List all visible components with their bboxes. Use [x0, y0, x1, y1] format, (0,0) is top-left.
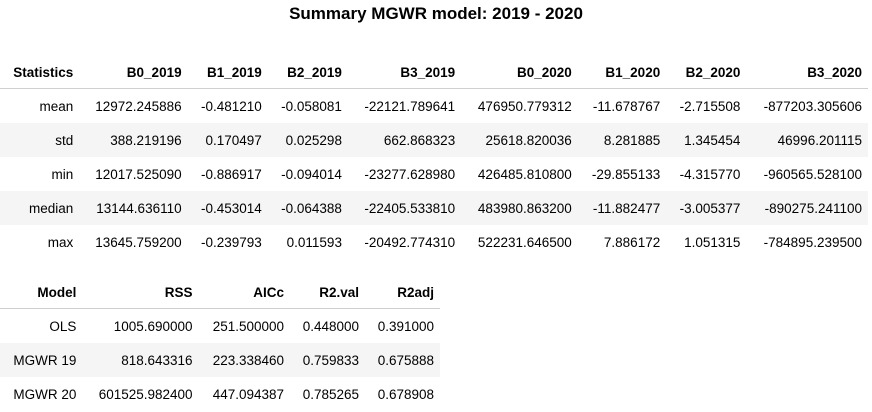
page-title: Summary MGWR model: 2019 - 2020	[289, 4, 583, 23]
table-cell: 662.868323	[347, 123, 462, 157]
column-header: AICc	[198, 276, 291, 309]
table-cell: 13144.636110	[79, 191, 188, 225]
table-row: mean 12972.245886 -0.481210 -0.058081 -2…	[0, 88, 868, 123]
column-header: R2adj	[365, 276, 440, 309]
table-cell: 0.759833	[290, 343, 365, 377]
table-cell: 0.170497	[187, 123, 268, 157]
table-cell: 223.338460	[198, 343, 291, 377]
table-cell: 601525.982400	[82, 377, 199, 411]
column-header: B0_2019	[79, 56, 188, 89]
table-cell: 12017.525090	[79, 157, 188, 191]
table-cell: -0.094014	[267, 157, 348, 191]
table-cell: 7.886172	[577, 225, 667, 259]
row-label: std	[0, 123, 80, 157]
table-cell: 0.025298	[267, 123, 348, 157]
table-cell: -960565.528100	[746, 157, 868, 191]
model-comparison-table: Model RSS AICc R2.val R2adj OLS 1005.690…	[0, 276, 440, 411]
column-header: RSS	[82, 276, 199, 309]
table-row: MGWR 20 601525.982400 447.094387 0.78526…	[0, 377, 440, 411]
table-cell: 483980.863200	[461, 191, 578, 225]
table-header-row: Model RSS AICc R2.val R2adj	[0, 276, 440, 309]
table-row: OLS 1005.690000 251.500000 0.448000 0.39…	[0, 308, 440, 343]
column-header: Statistics	[0, 56, 80, 89]
column-header: B1_2019	[187, 56, 268, 89]
table-cell: 0.011593	[267, 225, 348, 259]
table-cell: 1005.690000	[82, 308, 199, 343]
table-cell: -877203.305606	[746, 88, 868, 123]
table-cell: -0.058081	[267, 88, 348, 123]
table-cell: -11.882477	[577, 191, 667, 225]
table-cell: 46996.201115	[746, 123, 868, 157]
table-cell: 0.678908	[365, 377, 440, 411]
table-cell: -22405.533810	[347, 191, 462, 225]
table-cell: -29.855133	[577, 157, 667, 191]
table-cell: 251.500000	[198, 308, 291, 343]
table-cell: 1.051315	[666, 225, 747, 259]
table-cell: 0.675888	[365, 343, 440, 377]
row-label: min	[0, 157, 80, 191]
table-header-row: Statistics B0_2019 B1_2019 B2_2019 B3_20…	[0, 56, 868, 89]
table-row: median 13144.636110 -0.453014 -0.064388 …	[0, 191, 868, 225]
row-label: MGWR 19	[0, 343, 83, 377]
table-row: min 12017.525090 -0.886917 -0.094014 -23…	[0, 157, 868, 191]
table-cell: 818.643316	[82, 343, 199, 377]
table-cell: -11.678767	[577, 88, 667, 123]
row-label: median	[0, 191, 80, 225]
table-cell: -23277.628980	[347, 157, 462, 191]
statistics-table: Statistics B0_2019 B1_2019 B2_2019 B3_20…	[0, 56, 868, 259]
column-header: B1_2020	[577, 56, 667, 89]
row-label: OLS	[0, 308, 83, 343]
table-cell: -20492.774310	[347, 225, 462, 259]
table-row: max 13645.759200 -0.239793 0.011593 -204…	[0, 225, 868, 259]
table-cell: -0.886917	[187, 157, 268, 191]
table-cell: 447.094387	[198, 377, 291, 411]
table-cell: 1.345454	[666, 123, 747, 157]
table-cell: -4.315770	[666, 157, 747, 191]
table-cell: 25618.820036	[461, 123, 578, 157]
row-label: MGWR 20	[0, 377, 83, 411]
column-header: Model	[0, 276, 83, 309]
column-header: B0_2020	[461, 56, 578, 89]
row-label: max	[0, 225, 80, 259]
column-header: B2_2020	[666, 56, 747, 89]
column-header: R2.val	[290, 276, 365, 309]
table-cell: -0.481210	[187, 88, 268, 123]
table-cell: -22121.789641	[347, 88, 462, 123]
table-cell: 13645.759200	[79, 225, 188, 259]
table-cell: 522231.646500	[461, 225, 578, 259]
table-cell: 0.785265	[290, 377, 365, 411]
row-label: mean	[0, 88, 80, 123]
table-cell: -0.064388	[267, 191, 348, 225]
table-cell: -784895.239500	[746, 225, 868, 259]
table-cell: -0.453014	[187, 191, 268, 225]
table-row: std 388.219196 0.170497 0.025298 662.868…	[0, 123, 868, 157]
table-cell: -0.239793	[187, 225, 268, 259]
column-header: B2_2019	[267, 56, 348, 89]
table-row: MGWR 19 818.643316 223.338460 0.759833 0…	[0, 343, 440, 377]
column-header: B3_2020	[746, 56, 868, 89]
column-header: B3_2019	[347, 56, 462, 89]
table-cell: 388.219196	[79, 123, 188, 157]
table-cell: -2.715508	[666, 88, 747, 123]
table-cell: 0.448000	[290, 308, 365, 343]
table-cell: -890275.241100	[746, 191, 868, 225]
table-cell: 0.391000	[365, 308, 440, 343]
table-cell: 12972.245886	[79, 88, 188, 123]
table-cell: -3.005377	[666, 191, 747, 225]
table-cell: 8.281885	[577, 123, 667, 157]
table-cell: 476950.779312	[461, 88, 578, 123]
table-cell: 426485.810800	[461, 157, 578, 191]
